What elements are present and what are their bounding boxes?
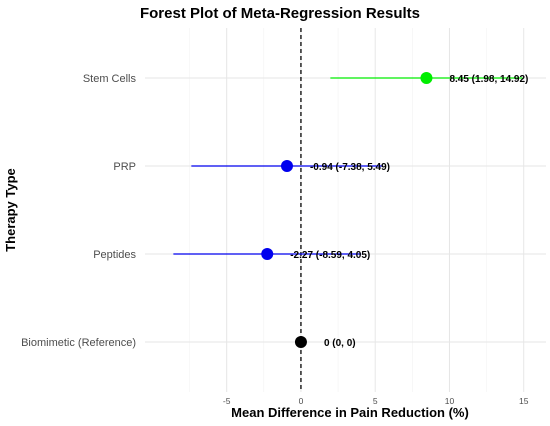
data-label-biomimetic-reference: 0 (0, 0)	[324, 338, 356, 349]
chart-title: Forest Plot of Meta-Regression Results	[140, 5, 420, 22]
x-axis-ticks: -5 0 5 10 15	[223, 396, 529, 406]
data-label-stem-cells: 8.45 (1.98, 14.92)	[449, 74, 528, 85]
x-tick-label: -5	[223, 396, 231, 406]
y-axis-title: Therapy Type	[3, 168, 18, 252]
data-label-peptides: -2.27 (-8.59, 4.05)	[290, 250, 370, 261]
point-estimate-peptides	[261, 248, 274, 260]
x-tick-label: 10	[445, 396, 455, 406]
chart-marks: 8.45 (1.98, 14.92) -0.94 (-7.38, 5.49) -2.…	[173, 72, 528, 349]
point-estimate-prp	[280, 160, 293, 172]
x-tick-label: 0	[299, 396, 304, 406]
y-tick-label-peptides: Peptides	[93, 249, 136, 261]
x-tick-label: 5	[373, 396, 378, 406]
point-estimate-stem-cells	[420, 72, 433, 84]
y-axis-labels: Stem Cells PRP Peptides Biomimetic (Referen…	[21, 73, 136, 349]
x-axis-title: Mean Difference in Pain Reduction (%)	[231, 405, 469, 420]
x-tick-label: 15	[519, 396, 529, 406]
data-label-prp: -0.94 (-7.38, 5.49)	[310, 162, 390, 173]
y-tick-label-biomimetic-reference: Biomimetic (Reference)	[21, 337, 136, 349]
y-tick-label-prp: PRP	[113, 161, 136, 173]
point-estimate-biomimetic-reference	[294, 336, 307, 348]
y-tick-label-stem-cells: Stem Cells	[83, 73, 137, 85]
